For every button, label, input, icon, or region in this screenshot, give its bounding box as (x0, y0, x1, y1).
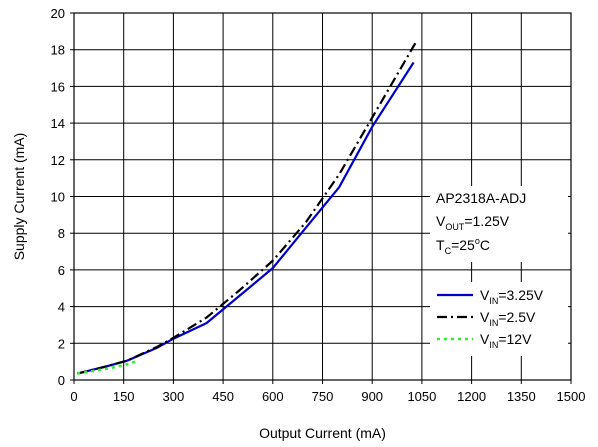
y-tick-label: 18 (51, 43, 65, 58)
y-tick-label: 8 (58, 226, 65, 241)
y-tick-label: 20 (51, 6, 65, 21)
y-tick-label: 6 (58, 263, 65, 278)
x-tick-label: 600 (262, 389, 284, 404)
vout-label: VOUT=1.25V (436, 213, 510, 232)
x-tick-labels: 0 150 300 450 600 750 900 1050 1200 1350 1500 (70, 389, 585, 404)
vout-value: =1.25V (464, 213, 509, 229)
y-tick-labels: 0 2 4 6 8 10 12 14 16 18 20 (51, 6, 65, 388)
x-tick-label: 150 (113, 389, 135, 404)
y-tick-label: 2 (58, 336, 65, 351)
tc-main: T (436, 237, 445, 253)
annotation-box: AP2318A-ADJ VOUT=1.25V TC=25oC (430, 186, 568, 262)
y-tick-label: 16 (51, 79, 65, 94)
x-tick-label: 450 (212, 389, 234, 404)
x-tick-label: 750 (312, 389, 334, 404)
vout-sub: OUT (445, 222, 465, 232)
device-label: AP2318A-ADJ (436, 190, 526, 206)
vout-main: V (436, 213, 446, 229)
tc-unit: C (480, 237, 490, 253)
y-tick-label: 10 (51, 190, 65, 205)
series-line (77, 61, 415, 375)
y-tick-label: 12 (51, 153, 65, 168)
annotation-background (430, 186, 568, 262)
legend-label: VIN=12V (480, 331, 532, 350)
x-tick-label: 1500 (557, 389, 586, 404)
tc-value: =25 (451, 237, 475, 253)
y-tick-label: 0 (58, 373, 65, 388)
series-lines (77, 39, 418, 375)
x-tick-label: 900 (361, 389, 383, 404)
series-line (77, 360, 136, 375)
legend: VIN=3.25V VIN=2.5V VIN=12V (430, 282, 568, 356)
x-tick-label: 300 (163, 389, 185, 404)
y-axis-title: Supply Current (mA) (11, 133, 27, 261)
y-tick-label: 4 (58, 300, 65, 315)
tc-degree: o (475, 236, 480, 246)
x-tick-label: 1050 (407, 389, 436, 404)
x-tick-label: 1350 (507, 389, 536, 404)
legend-label: VIN=2.5V (480, 309, 536, 328)
y-tick-label: 14 (51, 116, 65, 131)
x-axis-title: Output Current (mA) (259, 425, 386, 441)
tc-sub: C (445, 246, 452, 256)
x-tick-label: 1200 (457, 389, 486, 404)
x-tick-label: 0 (70, 389, 77, 404)
tc-label: TC=25oC (436, 236, 490, 256)
series-line (77, 39, 418, 375)
ticks (70, 12, 572, 384)
legend-label: VIN=3.25V (480, 287, 544, 306)
